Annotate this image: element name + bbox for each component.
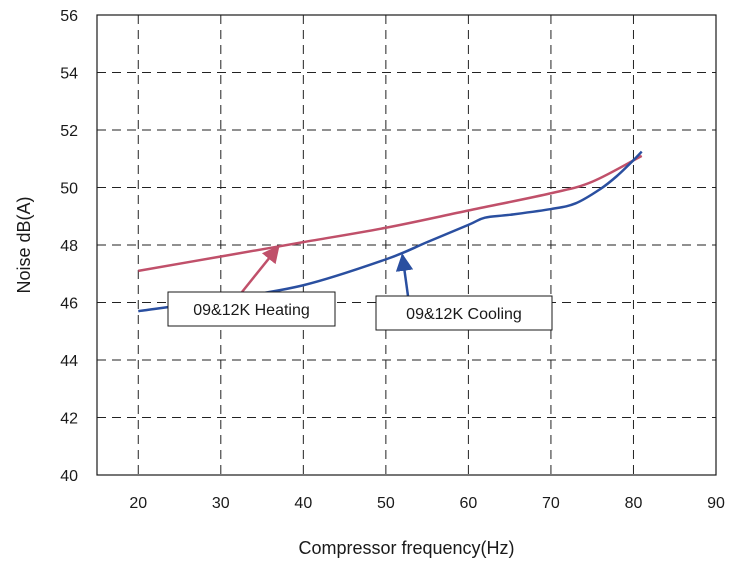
y-tick-label: 50 bbox=[60, 181, 78, 198]
y-tick-label: 52 bbox=[60, 123, 78, 140]
annotation-box-heating bbox=[167, 291, 336, 327]
annotations: 09&12K Heating 09&12K Cooling bbox=[167, 245, 553, 331]
annotation-arrow-heating bbox=[241, 245, 280, 293]
x-tick-label: 90 bbox=[707, 495, 725, 512]
y-tick-label: 42 bbox=[60, 411, 78, 428]
annotation-label-cooling: 09&12K Cooling bbox=[406, 306, 522, 323]
x-tick-label: 20 bbox=[129, 495, 147, 512]
tick-labels: 20 30 40 50 60 70 80 90 40 42 44 46 48 50 52 54 56 bbox=[60, 8, 725, 512]
plot-frame bbox=[96, 14, 717, 476]
annotation-label-heating: 09&12K Heating bbox=[193, 302, 310, 319]
y-tick-label: 48 bbox=[60, 238, 78, 255]
series-line-cooling bbox=[138, 150, 643, 313]
y-tick-label: 40 bbox=[60, 468, 78, 485]
x-tick-label: 40 bbox=[294, 495, 312, 512]
y-axis-title: Noise dB(A) bbox=[14, 196, 34, 293]
y-tick-label: 56 bbox=[60, 8, 78, 25]
grid-lines bbox=[97, 15, 716, 475]
series-line-heating bbox=[138, 154, 643, 273]
x-tick-label: 70 bbox=[542, 495, 560, 512]
annotation-arrow-cooling bbox=[395, 253, 414, 297]
x-tick-label: 50 bbox=[377, 495, 395, 512]
x-axis-title: Compressor frequency(Hz) bbox=[298, 538, 514, 558]
y-tick-label: 54 bbox=[60, 66, 78, 83]
x-tick-label: 80 bbox=[625, 495, 643, 512]
y-tick-label: 46 bbox=[60, 296, 78, 313]
y-tick-label: 44 bbox=[60, 353, 78, 370]
data-series bbox=[138, 150, 643, 313]
x-tick-label: 30 bbox=[212, 495, 230, 512]
x-tick-label: 60 bbox=[460, 495, 478, 512]
annotation-box-cooling bbox=[375, 295, 553, 331]
